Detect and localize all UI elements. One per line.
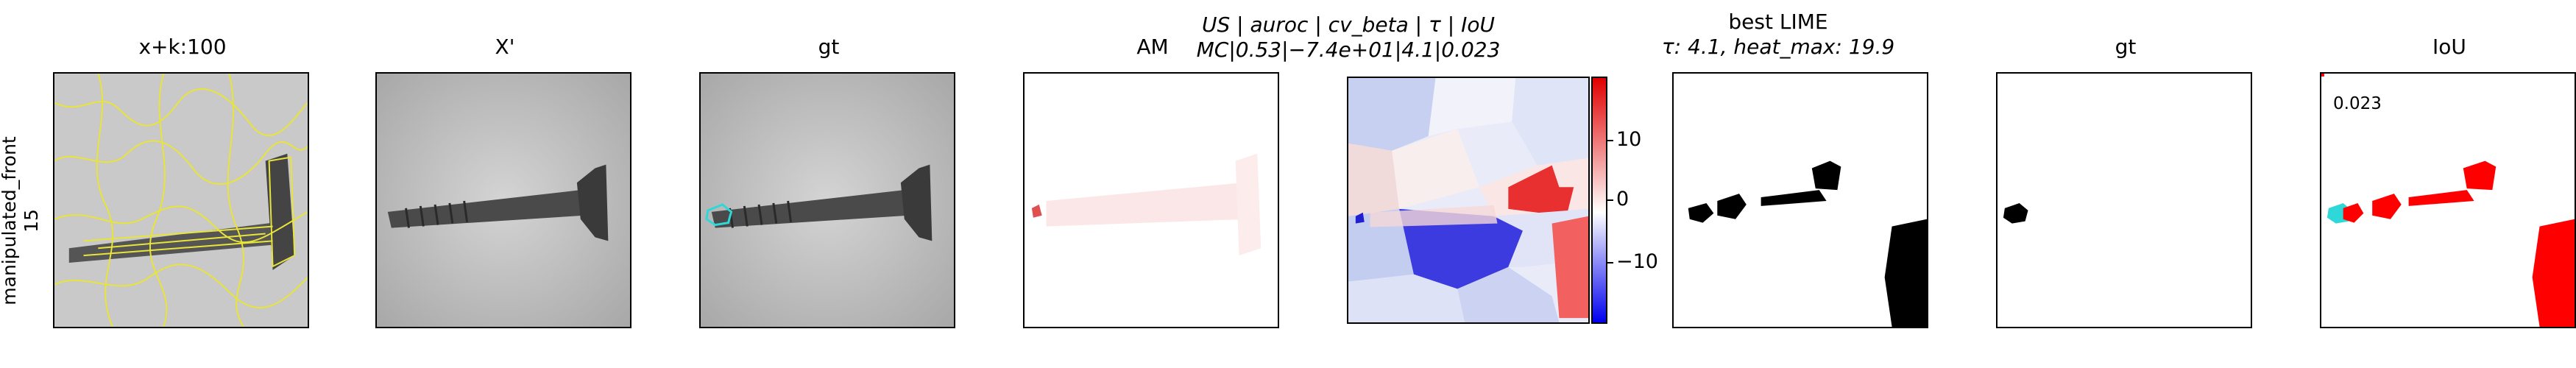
colorbar-tick-label-10: 10 xyxy=(1616,128,1642,151)
panel-2-title: X' xyxy=(495,35,515,59)
colorbar-tick-0 xyxy=(1607,199,1613,201)
colorbar-tick-label-0: 0 xyxy=(1616,188,1630,210)
panel-6-title-line2: τ: 4.1, heat_max: 19.9 xyxy=(1661,35,1895,59)
screw-image xyxy=(377,74,630,327)
panel-gt-overlay xyxy=(699,72,955,328)
colorbar xyxy=(1591,77,1607,324)
panel-7-title: gt xyxy=(2115,35,2137,59)
am-heatmap-image xyxy=(1025,74,1278,327)
colorbar-tick-label-neg10: −10 xyxy=(1616,250,1658,273)
lime-mask-image xyxy=(1674,74,1927,327)
panel-6-title-line1: best LIME xyxy=(1728,10,1828,34)
panel-8-title: IoU xyxy=(2432,35,2466,59)
iou-overlay-image xyxy=(2321,74,2575,327)
superpixel-overlay-image xyxy=(54,74,308,327)
panel-5-title-line2: MC|0.53|−7.4e+01|4.1|0.023 xyxy=(1196,38,1501,62)
colorbar-tick-neg10 xyxy=(1607,262,1613,263)
panel-5-title-line1: US | auroc | cv_beta | τ | IoU xyxy=(1202,13,1495,37)
gt-mask-image xyxy=(1998,74,2251,327)
panel-image xyxy=(375,72,631,328)
panel-4-title: AM xyxy=(1136,35,1169,59)
panel-us-heatmap xyxy=(1347,77,1590,324)
panel-3-title: gt xyxy=(818,35,840,59)
iou-value: 0.023 xyxy=(2333,94,2382,113)
panel-best-lime xyxy=(1672,72,1928,328)
panel-superpixels-overlay xyxy=(53,72,309,328)
panel-gt-mask xyxy=(1996,72,2252,328)
us-heatmap-image xyxy=(1348,78,1588,322)
colorbar-tick-10 xyxy=(1607,140,1613,141)
gt-overlay-image xyxy=(701,74,954,327)
panel-1-title: x+k:100 xyxy=(138,35,227,59)
row-label-text: manipulated_front 15 xyxy=(0,136,42,305)
panel-iou: 0.023 xyxy=(2320,72,2576,328)
panel-am xyxy=(1023,72,1279,328)
